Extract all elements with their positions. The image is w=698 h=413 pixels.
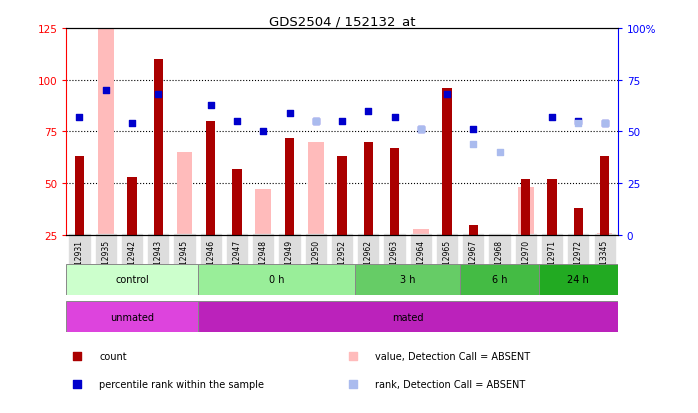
- Bar: [177, 153, 193, 235]
- Bar: [413, 229, 429, 235]
- Text: rank, Detection Call = ABSENT: rank, Detection Call = ABSENT: [375, 379, 526, 389]
- Point: [494, 150, 505, 156]
- Bar: [308, 142, 324, 235]
- Bar: [98, 29, 114, 235]
- Point: [348, 352, 359, 359]
- Bar: [539, 264, 618, 295]
- Text: 3 h: 3 h: [400, 275, 415, 285]
- Bar: [521, 180, 530, 235]
- Point: [573, 121, 584, 127]
- Point: [284, 110, 295, 117]
- Point: [348, 381, 359, 387]
- Bar: [355, 264, 460, 295]
- Point: [415, 127, 426, 133]
- Point: [100, 88, 111, 94]
- Point: [468, 127, 479, 133]
- Point: [74, 114, 85, 121]
- Bar: [597, 233, 612, 235]
- Bar: [154, 60, 163, 235]
- Point: [441, 92, 452, 98]
- Bar: [600, 157, 609, 235]
- Point: [336, 119, 348, 125]
- Text: count: count: [99, 351, 127, 361]
- Bar: [390, 149, 399, 235]
- Point: [205, 102, 216, 109]
- Point: [547, 114, 558, 121]
- Text: 6 h: 6 h: [492, 275, 507, 285]
- Point: [72, 352, 83, 359]
- Text: percentile rank within the sample: percentile rank within the sample: [99, 379, 265, 389]
- Point: [599, 121, 610, 127]
- Bar: [547, 180, 557, 235]
- Point: [153, 92, 164, 98]
- Text: 0 h: 0 h: [269, 275, 284, 285]
- Point: [415, 127, 426, 133]
- Point: [599, 121, 610, 127]
- Bar: [66, 301, 198, 332]
- Bar: [364, 142, 373, 235]
- Bar: [460, 264, 539, 295]
- Point: [258, 129, 269, 135]
- Bar: [206, 122, 215, 235]
- Text: unmated: unmated: [110, 312, 154, 322]
- Text: 24 h: 24 h: [567, 275, 589, 285]
- Point: [310, 119, 321, 125]
- Bar: [198, 301, 618, 332]
- Bar: [198, 264, 355, 295]
- Text: mated: mated: [392, 312, 424, 322]
- Bar: [285, 138, 294, 235]
- Point: [389, 114, 400, 121]
- Bar: [491, 235, 507, 250]
- Bar: [518, 188, 534, 235]
- Bar: [255, 190, 271, 235]
- Bar: [337, 157, 347, 235]
- Point: [363, 108, 374, 115]
- Point: [573, 119, 584, 125]
- Bar: [443, 89, 452, 235]
- Bar: [469, 225, 478, 235]
- Bar: [66, 264, 198, 295]
- Text: value, Detection Call = ABSENT: value, Detection Call = ABSENT: [375, 351, 530, 361]
- Point: [468, 141, 479, 148]
- Point: [232, 119, 243, 125]
- Point: [310, 119, 321, 125]
- Bar: [75, 157, 84, 235]
- Title: GDS2504 / 152132_at: GDS2504 / 152132_at: [269, 15, 415, 28]
- Point: [126, 121, 138, 127]
- Text: control: control: [115, 275, 149, 285]
- Bar: [574, 209, 583, 235]
- Bar: [127, 178, 137, 235]
- Bar: [232, 169, 242, 235]
- Point: [72, 381, 83, 387]
